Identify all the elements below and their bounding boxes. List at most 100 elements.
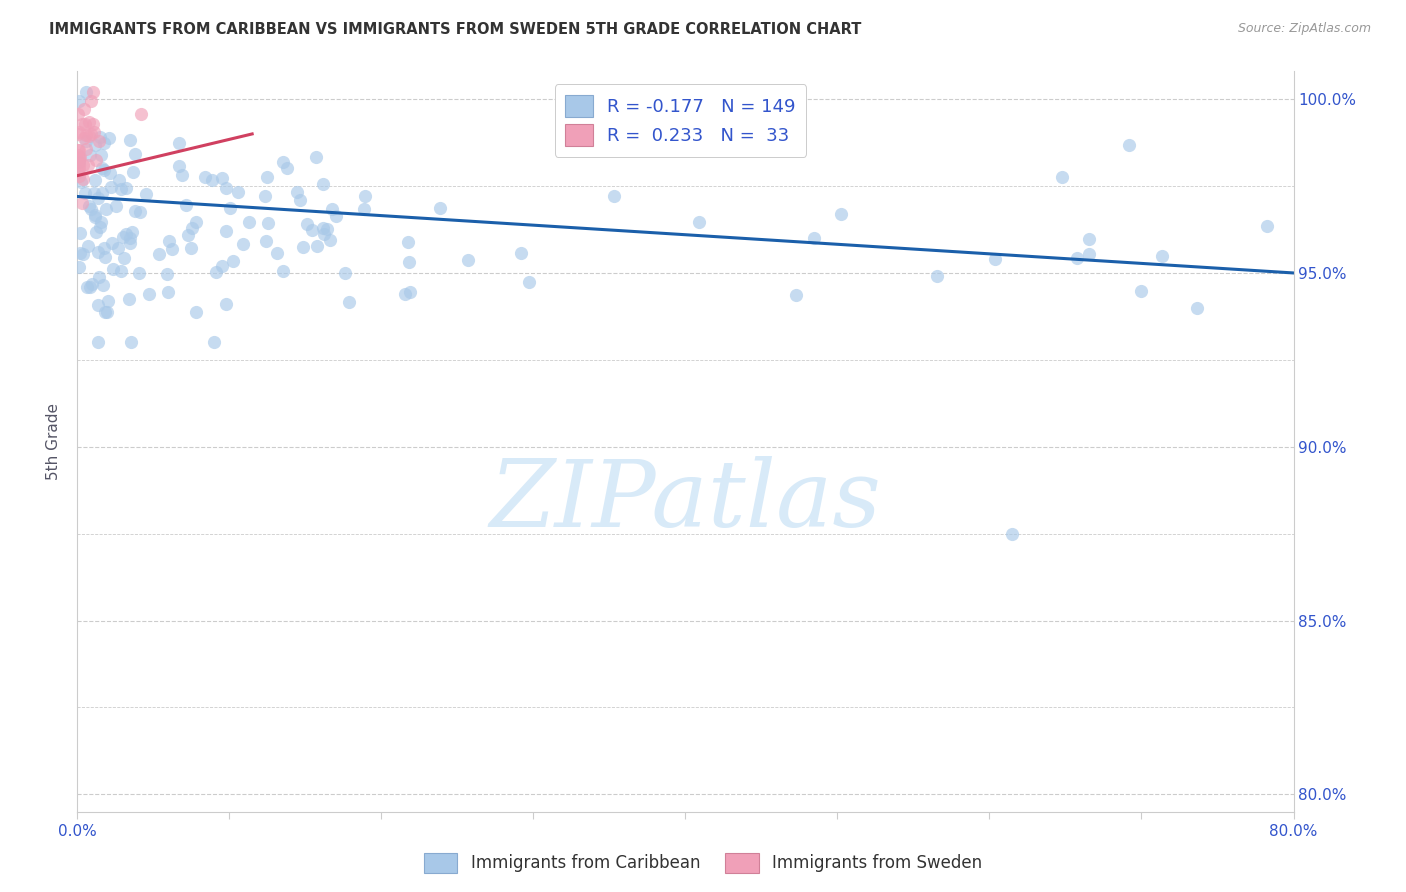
Point xyxy=(104,199,127,213)
Point xyxy=(114,181,136,195)
Point xyxy=(803,230,825,244)
Point xyxy=(157,234,180,248)
Text: Source: ZipAtlas.com: Source: ZipAtlas.com xyxy=(1237,22,1371,36)
Point xyxy=(82,85,104,99)
Point xyxy=(396,235,419,249)
Point xyxy=(202,335,225,350)
Point xyxy=(73,186,96,200)
Point xyxy=(89,219,111,234)
Point xyxy=(983,252,1005,266)
Point xyxy=(80,127,103,141)
Point xyxy=(94,250,117,264)
Point xyxy=(94,202,117,216)
Point xyxy=(180,221,202,235)
Point xyxy=(83,208,105,222)
Point xyxy=(77,199,100,213)
Legend: Immigrants from Caribbean, Immigrants from Sweden: Immigrants from Caribbean, Immigrants fr… xyxy=(418,847,988,880)
Point xyxy=(118,231,141,245)
Point xyxy=(67,151,90,165)
Point xyxy=(311,177,333,191)
Point xyxy=(76,239,98,253)
Point xyxy=(118,292,141,306)
Point xyxy=(211,259,233,273)
Point xyxy=(288,193,311,207)
Point xyxy=(124,203,146,218)
Point xyxy=(75,142,97,156)
Point xyxy=(66,144,89,158)
Point xyxy=(398,254,420,268)
Point xyxy=(688,215,710,229)
Point xyxy=(394,287,416,301)
Point xyxy=(120,132,142,146)
Point xyxy=(353,189,375,203)
Point xyxy=(120,335,142,350)
Point xyxy=(93,163,115,178)
Point xyxy=(285,185,308,199)
Point xyxy=(69,246,91,260)
Point xyxy=(184,304,207,318)
Point xyxy=(80,277,103,292)
Point xyxy=(90,215,112,229)
Point xyxy=(176,227,198,242)
Point xyxy=(169,136,191,151)
Point xyxy=(325,209,347,223)
Point xyxy=(67,155,90,169)
Point xyxy=(121,225,143,239)
Point xyxy=(70,196,93,211)
Point xyxy=(148,247,170,261)
Point xyxy=(67,153,90,167)
Point xyxy=(307,239,329,253)
Point xyxy=(101,262,124,277)
Point xyxy=(603,188,626,202)
Point xyxy=(232,236,254,251)
Point xyxy=(75,118,97,132)
Point xyxy=(457,253,479,268)
Point xyxy=(785,288,807,302)
Legend: R = -0.177   N = 149, R =  0.233   N =  33: R = -0.177 N = 149, R = 0.233 N = 33 xyxy=(554,84,806,157)
Point xyxy=(319,233,342,247)
Point xyxy=(256,169,278,184)
Point xyxy=(97,131,120,145)
Point xyxy=(1050,169,1073,184)
Point xyxy=(94,305,117,319)
Point xyxy=(157,285,180,299)
Point xyxy=(96,293,118,308)
Point xyxy=(77,158,100,172)
Point xyxy=(75,134,97,148)
Point xyxy=(67,94,90,108)
Point xyxy=(205,265,228,279)
Point xyxy=(87,335,110,350)
Point xyxy=(215,225,238,239)
Point xyxy=(266,245,288,260)
Point xyxy=(1078,247,1101,261)
Point xyxy=(100,180,122,194)
Point xyxy=(398,285,420,299)
Point xyxy=(73,131,96,145)
Point xyxy=(311,220,333,235)
Text: ZIPatlas: ZIPatlas xyxy=(489,456,882,546)
Point xyxy=(170,168,193,182)
Point xyxy=(305,150,328,164)
Point xyxy=(276,161,298,176)
Point xyxy=(129,205,152,219)
Point xyxy=(67,260,90,274)
Point xyxy=(87,298,110,312)
Point xyxy=(79,279,101,293)
Point xyxy=(111,230,134,244)
Point xyxy=(295,218,318,232)
Point xyxy=(82,117,104,131)
Point xyxy=(75,128,97,143)
Point xyxy=(226,185,249,199)
Point xyxy=(120,235,142,250)
Point xyxy=(291,240,314,254)
Point xyxy=(90,148,112,162)
Point xyxy=(254,189,277,203)
Point xyxy=(316,221,339,235)
Point xyxy=(167,159,190,173)
Point xyxy=(84,153,107,168)
Point xyxy=(80,202,103,217)
Text: IMMIGRANTS FROM CARIBBEAN VS IMMIGRANTS FROM SWEDEN 5TH GRADE CORRELATION CHART: IMMIGRANTS FROM CARIBBEAN VS IMMIGRANTS … xyxy=(49,22,862,37)
Point xyxy=(180,241,202,255)
Point xyxy=(79,115,101,129)
Point xyxy=(110,264,132,278)
